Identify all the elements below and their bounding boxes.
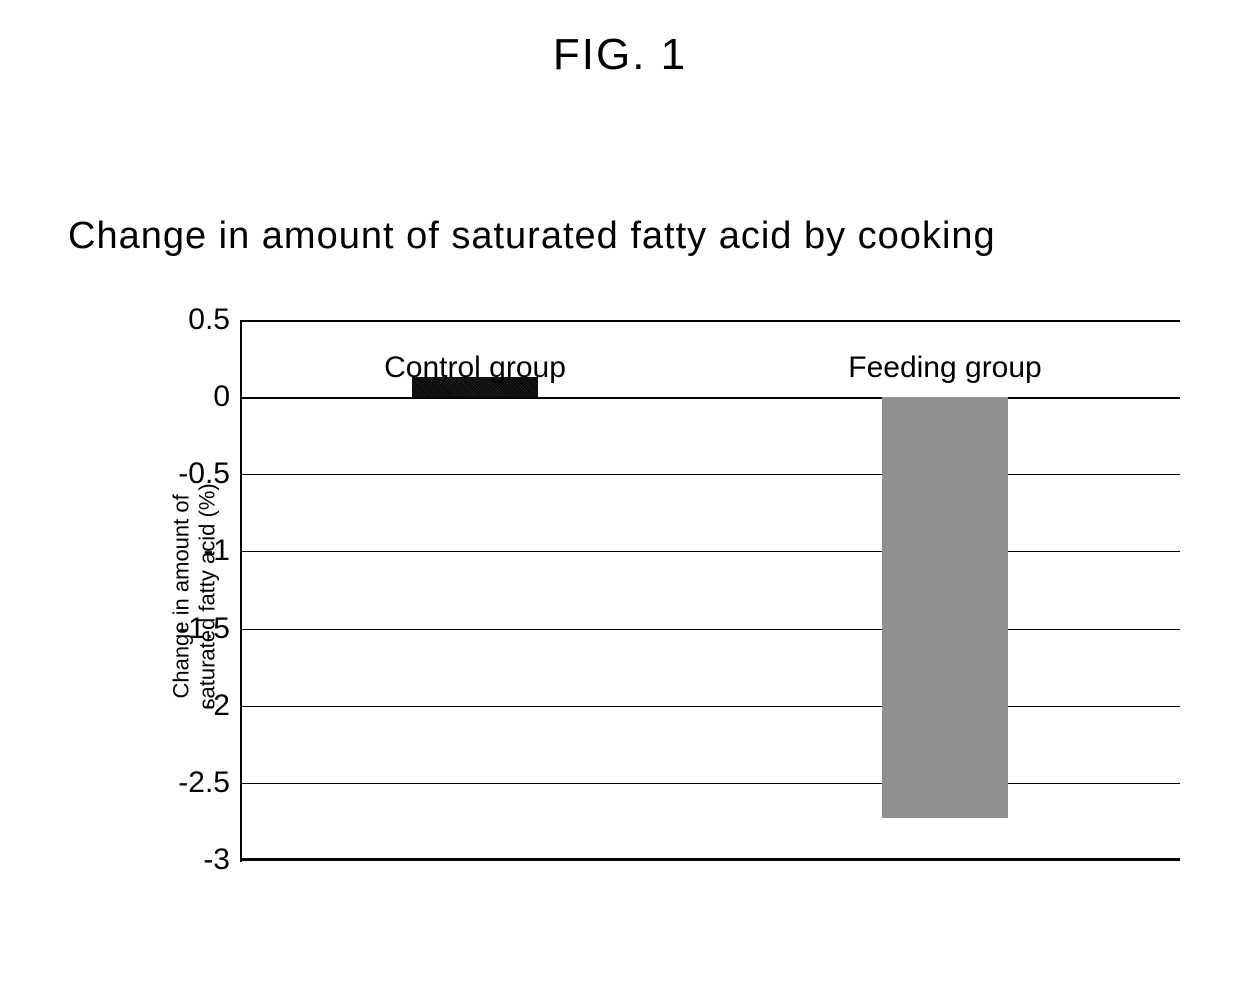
y-tick-label: -2 — [150, 689, 230, 723]
chart-title: Change in amount of saturated fatty acid… — [68, 215, 996, 258]
gridline — [240, 860, 1180, 861]
y-tick-label: -3 — [150, 843, 230, 877]
y-tick-label: -1.5 — [150, 612, 230, 646]
y-tick-label: -1 — [150, 534, 230, 568]
category-label: Feeding group — [848, 351, 1041, 385]
category-label: Control group — [384, 351, 566, 385]
y-axis-line — [240, 322, 242, 862]
gridline — [240, 474, 1180, 475]
gridline — [240, 551, 1180, 552]
chart-container: Change in amount ofsaturated fatty acid … — [180, 320, 1180, 880]
plot-area — [240, 320, 1180, 860]
y-tick-label: 0.5 — [150, 303, 230, 337]
gridline — [240, 783, 1180, 784]
gridline — [240, 629, 1180, 630]
gridline — [240, 320, 1180, 321]
gridline — [240, 397, 1180, 399]
y-tick-label: -2.5 — [150, 766, 230, 800]
y-tick-label: 0 — [150, 380, 230, 414]
bar — [882, 397, 1009, 818]
gridline — [240, 706, 1180, 707]
y-tick-label: -0.5 — [150, 457, 230, 491]
figure-title: FIG. 1 — [553, 30, 687, 80]
